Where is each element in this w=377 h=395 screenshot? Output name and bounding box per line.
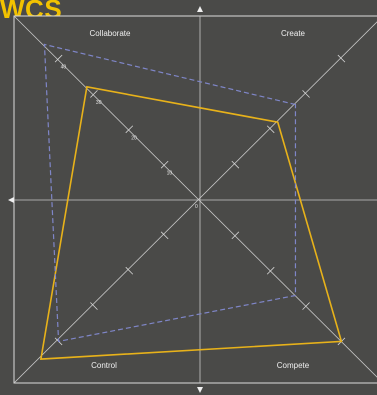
radial-tick-2-3 bbox=[302, 302, 310, 310]
quadrant-label-0: Collaborate bbox=[90, 29, 131, 38]
series-layer bbox=[39, 43, 343, 360]
tick-marks bbox=[54, 54, 346, 346]
radial-tick-label-0: 10 bbox=[167, 171, 173, 177]
radial-tick-0-2 bbox=[160, 231, 169, 240]
label-layer: Collaborate Create Control Compete 10 20 30 40 0 bbox=[61, 29, 310, 370]
arrow-left-icon bbox=[8, 197, 14, 203]
radial-tick-1-0 bbox=[266, 125, 275, 134]
arrow-up-icon bbox=[197, 6, 203, 12]
radial-tick-3-0 bbox=[337, 54, 346, 63]
center-label: 0 bbox=[195, 204, 198, 210]
radial-tick-1-1 bbox=[125, 125, 134, 134]
radial-tick-label-2: 30 bbox=[96, 100, 102, 106]
series-polygon-0 bbox=[39, 85, 343, 360]
radial-tick-label-3: 40 bbox=[61, 65, 67, 71]
plot-frame bbox=[13, 15, 377, 384]
radial-tick-2-1 bbox=[90, 90, 98, 98]
radial-tick-3-1 bbox=[54, 54, 63, 63]
radial-tick-0-0 bbox=[231, 160, 240, 169]
arrow-down-icon bbox=[197, 387, 203, 393]
radial-tick-label-1: 20 bbox=[131, 135, 137, 141]
radial-tick-0-3 bbox=[231, 231, 240, 240]
diagonal-axis-2 bbox=[13, 21, 377, 384]
radial-tick-1-2 bbox=[125, 266, 134, 275]
radial-tick-1-3 bbox=[266, 266, 275, 275]
radial-tick-0-1 bbox=[160, 160, 169, 169]
radial-tick-2-0 bbox=[302, 90, 310, 98]
quadrant-label-3: Compete bbox=[277, 361, 310, 370]
series-polygon-1 bbox=[43, 43, 297, 343]
radial-tick-2-2 bbox=[90, 302, 98, 310]
quadrant-label-1: Create bbox=[281, 29, 306, 38]
quadrant-label-2: Control bbox=[91, 361, 117, 370]
